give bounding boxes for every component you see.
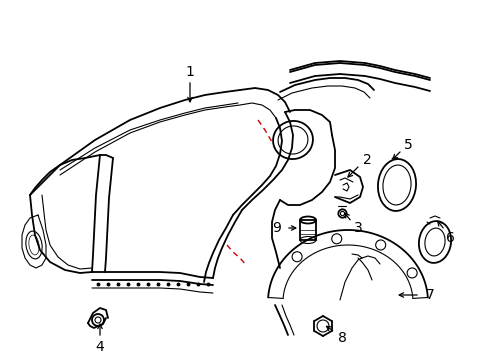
Text: 2: 2 xyxy=(362,153,370,167)
Text: 5: 5 xyxy=(403,138,411,152)
Text: 8: 8 xyxy=(337,331,346,345)
Text: 9: 9 xyxy=(272,221,281,235)
Text: 3: 3 xyxy=(353,221,362,235)
Text: 4: 4 xyxy=(96,340,104,354)
Text: 6: 6 xyxy=(445,231,453,245)
Text: 1: 1 xyxy=(185,65,194,79)
Bar xyxy=(299,220,315,240)
Text: 7: 7 xyxy=(425,288,433,302)
